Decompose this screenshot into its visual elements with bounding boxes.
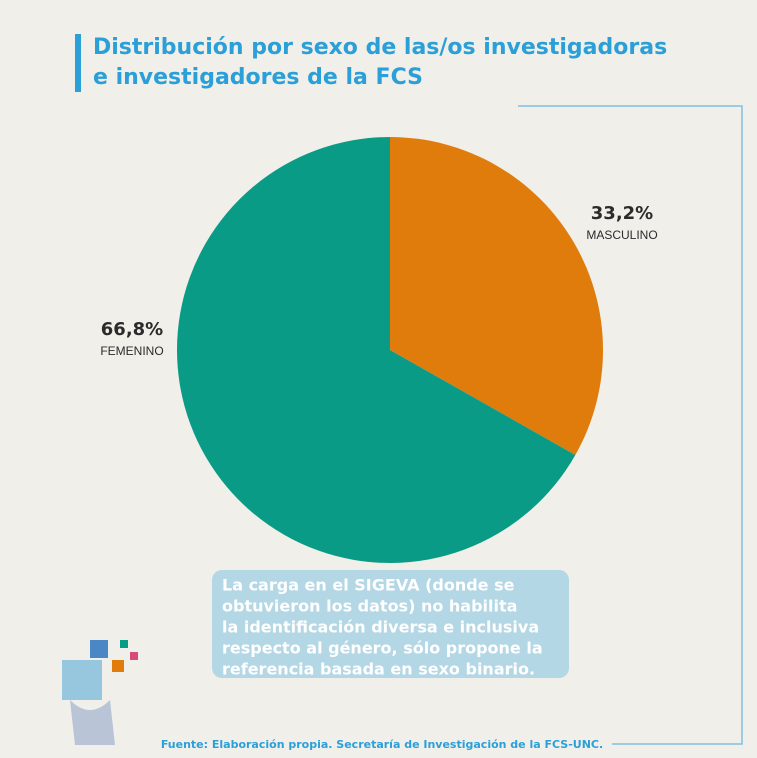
value-label: 33,2% [591, 203, 653, 224]
chart-title: e investigadores de la FCS [93, 65, 423, 90]
title-bar [75, 34, 81, 92]
note-text: referencia basada en sexo binario. [222, 660, 535, 679]
category-label: FEMENINO [100, 344, 163, 358]
frame [518, 105, 743, 745]
note-text: La carga en el SIGEVA (donde se [222, 576, 515, 595]
source: Fuente: Elaboración propia. Secretaría d… [161, 738, 603, 751]
note-text: la identificación diversa e inclusiva [222, 618, 539, 637]
pie-slice [390, 137, 603, 455]
note-text: obtuvieron los datos) no habilita [222, 597, 517, 616]
note-box [212, 570, 569, 678]
value-label: 66,8% [101, 319, 163, 340]
category-label: MASCULINO [586, 228, 657, 242]
pie-slice [177, 137, 576, 563]
decoration [62, 640, 138, 745]
chart-title: Distribución por sexo de las/os investig… [93, 35, 667, 60]
note-text: respecto al género, sólo propone la [222, 639, 543, 658]
